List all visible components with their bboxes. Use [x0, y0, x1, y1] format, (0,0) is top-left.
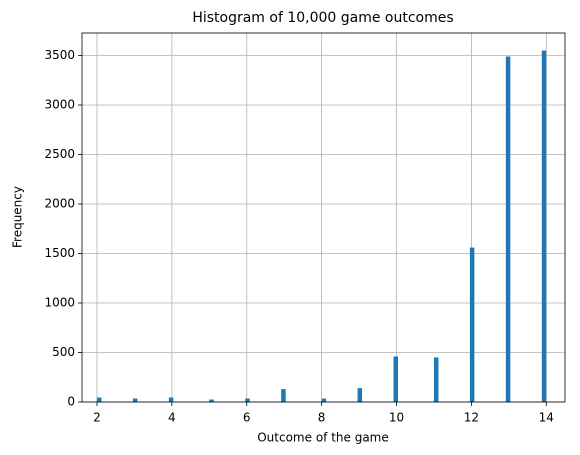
bars: [96, 50, 547, 402]
x-tick-label: 12: [464, 411, 479, 425]
bar: [393, 356, 399, 402]
y-tick-label: 3500: [44, 48, 75, 62]
y-tick-label: 500: [52, 345, 75, 359]
y-tick-label: 2500: [44, 147, 75, 161]
x-tick-label: 10: [389, 411, 404, 425]
bar: [469, 247, 475, 402]
y-tick-label: 1000: [44, 296, 75, 310]
bar: [357, 388, 363, 402]
bar: [281, 389, 286, 402]
plot-frame: [81, 32, 566, 403]
bar: [433, 357, 439, 402]
x-tick-label: 8: [318, 411, 326, 425]
chart-title: Histogram of 10,000 game outcomes: [192, 10, 453, 26]
x-tick-label: 14: [539, 411, 554, 425]
bar: [505, 56, 511, 402]
x-tick-label: 6: [243, 411, 251, 425]
bar: [321, 398, 327, 402]
x-tick-label: 2: [93, 411, 101, 425]
grid: [82, 33, 565, 403]
y-tick-label: 3000: [44, 98, 75, 112]
x-axis-label: Outcome of the game: [257, 431, 389, 445]
y-tick-label: 2000: [44, 197, 75, 211]
y-axis-label: Frequency: [11, 186, 25, 248]
bar: [96, 397, 102, 402]
bar: [168, 397, 174, 402]
y-tick-label: 1500: [44, 246, 75, 260]
bar: [132, 398, 138, 402]
bar: [209, 399, 214, 402]
bar: [541, 50, 547, 402]
y-tick-label: 0: [67, 395, 75, 409]
bar: [245, 398, 250, 402]
x-tick-label: 4: [168, 411, 176, 425]
